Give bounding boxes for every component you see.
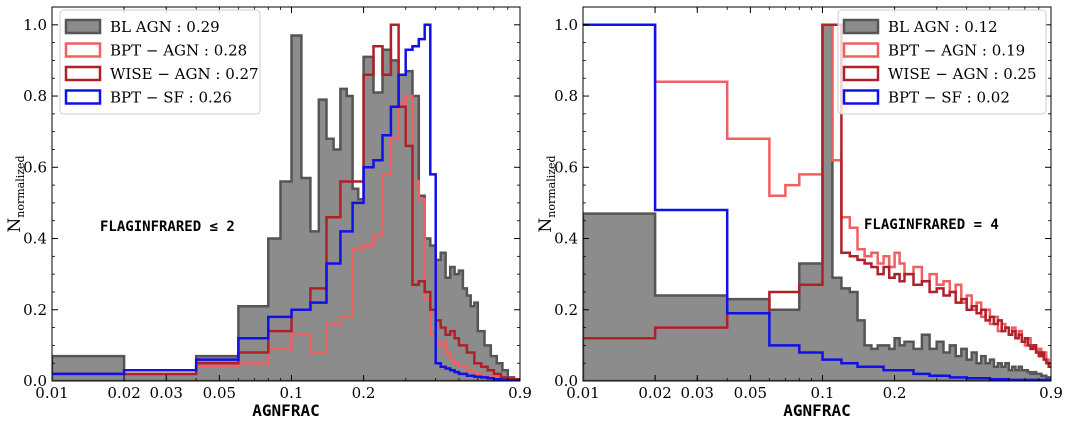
legend-label-sf: BPT − SF : 0.02 bbox=[888, 89, 1010, 107]
x-tick-label: 0.03 bbox=[150, 384, 183, 402]
y-tick-label: 0.2 bbox=[23, 301, 47, 319]
annotation-right: FLAGINFRARED = 4 bbox=[864, 217, 999, 233]
x-tick-label: 0.03 bbox=[681, 384, 714, 402]
histogram-bl-right bbox=[583, 23, 1051, 381]
ticks-left: 0.01 0.02 0.03 0.05 0.1 0.2 0.9 0.0 0.2 0.4 0.6 0.8… bbox=[23, 7, 532, 402]
histogram-bl-left bbox=[52, 34, 520, 381]
plot-frame-left bbox=[51, 6, 521, 382]
x-tick-label: 0.1 bbox=[280, 384, 304, 402]
series-layer-left bbox=[52, 23, 520, 381]
x-tick-label: 0.01 bbox=[566, 384, 599, 402]
legend-box bbox=[837, 9, 1047, 115]
x-tick-label: 0.05 bbox=[734, 384, 767, 402]
y-tick-label: 0.4 bbox=[554, 230, 578, 248]
legend-swatch-wise bbox=[842, 65, 880, 82]
legend-left: BL AGN : 0.29 BPT − AGN : 0.28 WISE − AGN … bbox=[59, 9, 261, 115]
legend-swatch-sf bbox=[64, 89, 102, 105]
y-axis-label-subscript-right: normalized bbox=[545, 155, 558, 217]
legend-box bbox=[59, 9, 261, 115]
x-tick-label: 0.9 bbox=[1039, 384, 1063, 402]
y-axis-label-subscript-left: normalized bbox=[14, 155, 27, 217]
x-tick-label: 0.2 bbox=[883, 384, 907, 402]
y-tick-label: 0.0 bbox=[23, 372, 47, 390]
legend-swatch-bpt bbox=[64, 42, 102, 58]
panel-left: 0.01 0.02 0.03 0.05 0.1 0.2 0.9 0.0 0.2 0.4 0.6 0.8… bbox=[5, 6, 532, 420]
y-tick-label: 1.0 bbox=[23, 16, 47, 34]
y-tick-label: 1.0 bbox=[554, 16, 578, 34]
legend-right: BL AGN : 0.12 BPT − AGN : 0.19 WISE − AGN … bbox=[837, 9, 1047, 115]
legend-swatch-sf bbox=[842, 89, 880, 105]
x-axis-label-left: AGNFRAC bbox=[252, 401, 319, 420]
legend-swatch-bl bbox=[64, 18, 102, 35]
plot-frame-right bbox=[582, 6, 1052, 382]
x-tick-label: 0.01 bbox=[35, 384, 68, 402]
panel-right: 0.01 0.02 0.03 0.05 0.1 0.2 0.9 0.0 0.2 0.4 0.6 0.8… bbox=[536, 6, 1063, 420]
y-tick-label: 0.0 bbox=[554, 372, 578, 390]
legend-swatch-wise bbox=[64, 65, 102, 82]
legend-label-bl: BL AGN : 0.12 bbox=[888, 18, 998, 36]
y-axis-label-right: Nnormalized bbox=[536, 155, 558, 232]
x-tick-label: 0.02 bbox=[638, 384, 671, 402]
x-tick-label: 0.1 bbox=[811, 384, 835, 402]
y-tick-label: 0.8 bbox=[554, 87, 578, 105]
x-tick-label: 0.05 bbox=[203, 384, 236, 402]
y-tick-label: 0.6 bbox=[554, 158, 578, 176]
ticks-right: 0.01 0.02 0.03 0.05 0.1 0.2 0.9 0.0 0.2 0.4 0.6 0.8… bbox=[554, 7, 1063, 402]
x-tick-label: 0.2 bbox=[352, 384, 376, 402]
y-axis-label-left: Nnormalized bbox=[5, 155, 27, 232]
legend-swatch-bpt bbox=[842, 42, 880, 58]
x-axis-label-right: AGNFRAC bbox=[783, 401, 850, 420]
legend-swatch-bl bbox=[842, 18, 880, 35]
x-tick-label: 0.9 bbox=[508, 384, 532, 402]
y-tick-label: 0.6 bbox=[23, 158, 47, 176]
y-tick-label: 0.4 bbox=[23, 230, 47, 248]
legend-label-bpt: BPT − AGN : 0.28 bbox=[110, 42, 247, 60]
y-tick-label: 0.8 bbox=[23, 87, 47, 105]
legend-label-wise: WISE − AGN : 0.25 bbox=[888, 65, 1037, 83]
legend-label-bl: BL AGN : 0.29 bbox=[110, 18, 220, 36]
histogram-wise-left bbox=[52, 23, 520, 381]
histogram-sf-left bbox=[52, 23, 520, 381]
histogram-wise-right bbox=[583, 23, 1051, 369]
legend-label-sf: BPT − SF : 0.26 bbox=[110, 89, 232, 107]
x-tick-label: 0.02 bbox=[107, 384, 140, 402]
y-tick-label: 0.2 bbox=[554, 301, 578, 319]
legend-label-wise: WISE − AGN : 0.27 bbox=[110, 65, 259, 83]
legend-label-bpt: BPT − AGN : 0.19 bbox=[888, 42, 1025, 60]
annotation-left: FLAGINFRARED ≤ 2 bbox=[100, 219, 235, 235]
